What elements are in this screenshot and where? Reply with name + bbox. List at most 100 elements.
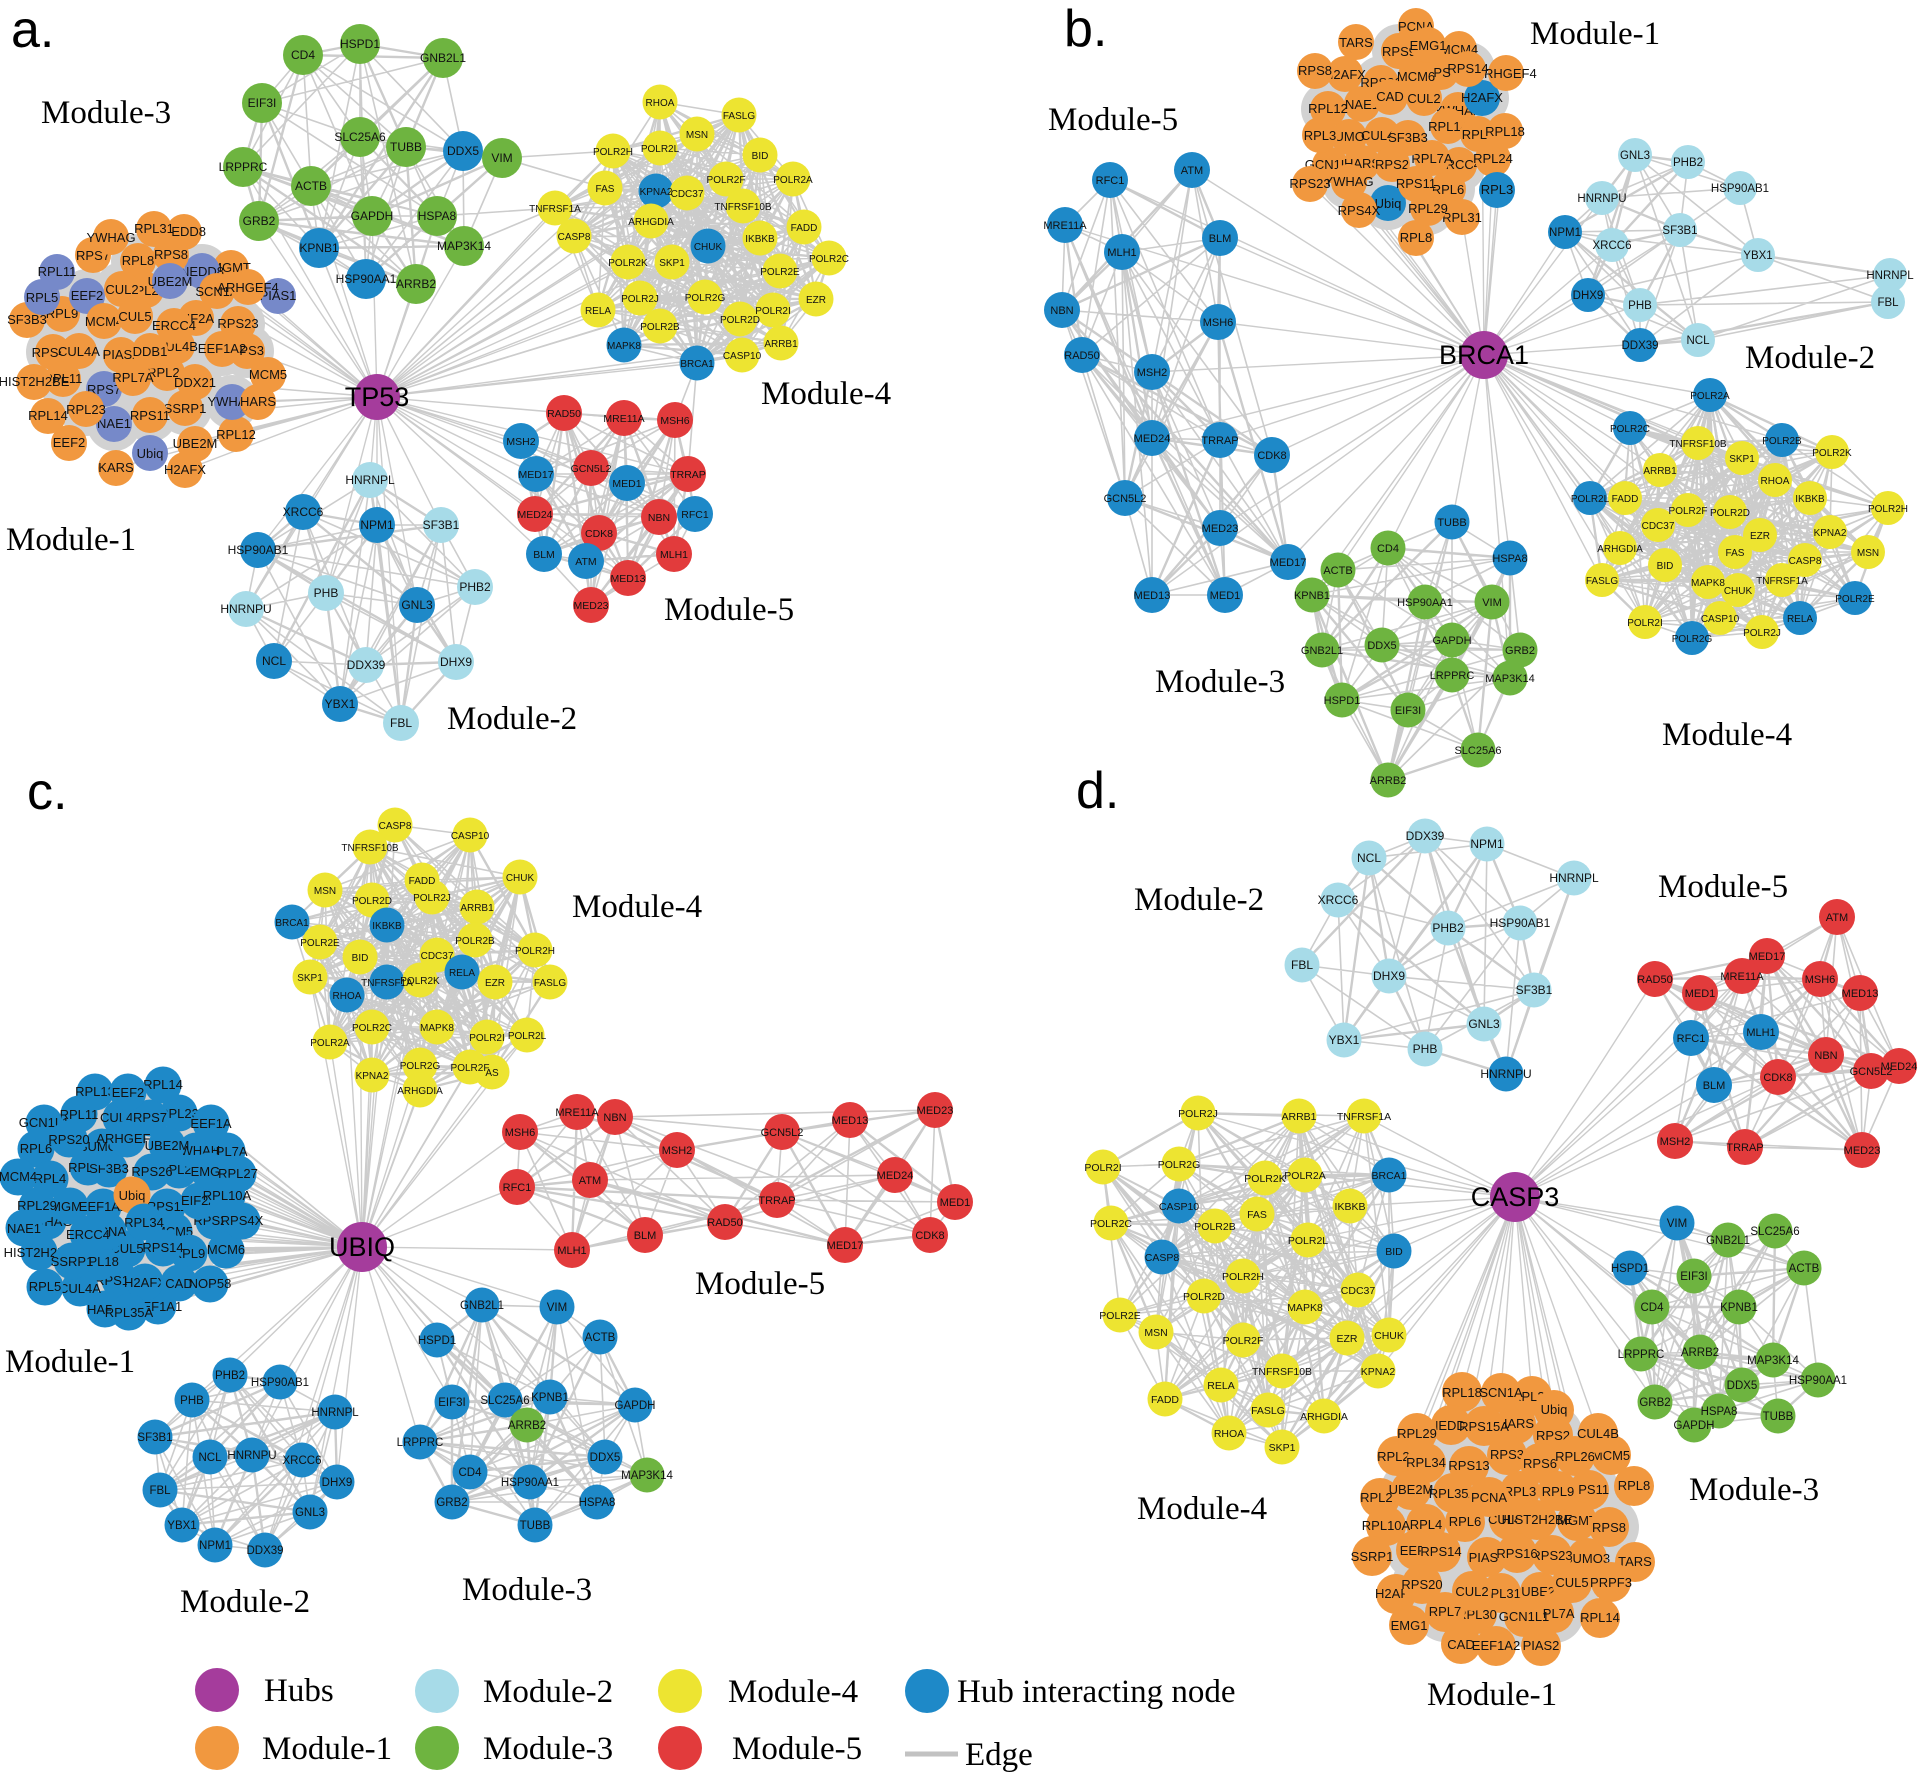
- svg-text:POLR2G: POLR2G: [685, 293, 726, 304]
- svg-text:Module-2: Module-2: [1134, 882, 1264, 918]
- svg-text:FADD: FADD: [791, 223, 818, 234]
- svg-text:POLR2G: POLR2G: [1672, 634, 1713, 645]
- svg-text:Module-4: Module-4: [1662, 717, 1792, 753]
- svg-text:MED23: MED23: [917, 1105, 954, 1117]
- svg-text:RPS8: RPS8: [1298, 63, 1332, 78]
- svg-text:RPL29: RPL29: [1397, 1426, 1437, 1441]
- svg-text:Ubiq: Ubiq: [1375, 196, 1402, 211]
- svg-text:a.: a.: [11, 1, 54, 59]
- svg-text:POLR2D: POLR2D: [1183, 1291, 1225, 1303]
- svg-text:RPL35A: RPL35A: [1429, 1486, 1478, 1501]
- svg-text:RPL5: RPL5: [29, 1279, 62, 1294]
- svg-text:YWHAG: YWHAG: [1324, 174, 1373, 189]
- svg-text:MSN: MSN: [314, 886, 336, 897]
- svg-text:POLR2B: POLR2B: [455, 936, 495, 947]
- svg-text:MAP3K14: MAP3K14: [1747, 1355, 1799, 1367]
- svg-text:NPM1: NPM1: [360, 518, 394, 532]
- svg-text:DHX9: DHX9: [322, 1477, 353, 1489]
- svg-text:MCM6: MCM6: [1397, 69, 1435, 84]
- svg-text:DDX39: DDX39: [347, 658, 386, 672]
- svg-text:DHX9: DHX9: [1573, 290, 1604, 302]
- svg-text:MAPK8: MAPK8: [420, 1023, 454, 1034]
- svg-text:BRCA1: BRCA1: [1439, 340, 1529, 370]
- svg-text:DHX9: DHX9: [440, 655, 472, 669]
- svg-text:RPS3: RPS3: [1490, 1447, 1524, 1462]
- svg-text:Edge: Edge: [965, 1737, 1033, 1773]
- svg-text:HSPA8: HSPA8: [579, 1497, 616, 1509]
- svg-text:HSPA8: HSPA8: [1701, 1406, 1738, 1418]
- svg-text:NPM1: NPM1: [1549, 227, 1581, 239]
- svg-text:KPNB1: KPNB1: [1720, 1302, 1758, 1314]
- svg-text:FBL: FBL: [1877, 297, 1899, 309]
- svg-text:SUMO3: SUMO3: [1564, 1551, 1610, 1566]
- svg-text:GRB2: GRB2: [1505, 645, 1535, 657]
- svg-text:GCN5L2: GCN5L2: [1850, 1066, 1893, 1078]
- svg-text:Module-4: Module-4: [761, 376, 891, 412]
- svg-text:CHUK: CHUK: [1374, 1330, 1404, 1342]
- svg-text:RPS2: RPS2: [1375, 157, 1409, 172]
- svg-text:SLC25A6: SLC25A6: [1750, 1226, 1799, 1238]
- svg-text:RPL14: RPL14: [28, 408, 68, 423]
- svg-text:CDK8: CDK8: [1763, 1072, 1792, 1084]
- svg-text:RPL8: RPL8: [1400, 230, 1433, 245]
- svg-text:RPL29: RPL29: [1408, 201, 1448, 216]
- svg-text:HARS: HARS: [240, 394, 276, 409]
- svg-text:Module-5: Module-5: [732, 1731, 862, 1767]
- svg-text:KPNB1: KPNB1: [1294, 590, 1330, 602]
- svg-text:FASLG: FASLG: [723, 111, 755, 122]
- svg-text:RHOA: RHOA: [646, 98, 675, 109]
- svg-text:POLR2K: POLR2K: [608, 258, 648, 269]
- svg-text:BLM: BLM: [634, 1230, 657, 1242]
- svg-text:EIF3I: EIF3I: [1680, 1271, 1707, 1283]
- svg-text:NPM1: NPM1: [199, 1540, 231, 1552]
- svg-text:YBX1: YBX1: [1743, 250, 1772, 262]
- svg-text:EZR: EZR: [485, 978, 505, 989]
- svg-text:RPL27: RPL27: [218, 1166, 258, 1181]
- svg-text:MED24: MED24: [1881, 1061, 1918, 1073]
- svg-text:FBL: FBL: [390, 716, 412, 730]
- svg-text:RPS16: RPS16: [1496, 1546, 1537, 1561]
- svg-text:MED24: MED24: [877, 1170, 914, 1182]
- svg-text:c.: c.: [27, 763, 67, 821]
- svg-text:POLR2C: POLR2C: [352, 1023, 392, 1034]
- svg-text:RFC1: RFC1: [1677, 1033, 1706, 1045]
- svg-text:POLR2I: POLR2I: [1627, 618, 1663, 629]
- svg-text:TNFRSF1A: TNFRSF1A: [1756, 576, 1808, 587]
- svg-text:Module-2: Module-2: [483, 1674, 613, 1710]
- svg-text:NCL: NCL: [198, 1452, 222, 1464]
- svg-text:RFC1: RFC1: [681, 509, 709, 521]
- svg-text:POLR2D: POLR2D: [1710, 508, 1750, 519]
- svg-text:RPL31: RPL31: [134, 221, 174, 236]
- svg-text:GCN5L2: GCN5L2: [761, 1127, 804, 1139]
- svg-text:FADD: FADD: [1151, 1394, 1179, 1406]
- svg-text:PRPF3: PRPF3: [1590, 1575, 1632, 1590]
- svg-text:RPS14: RPS14: [1420, 1544, 1461, 1559]
- svg-text:POLR2L: POLR2L: [1571, 494, 1610, 505]
- svg-text:RPL26: RPL26: [1555, 1449, 1595, 1464]
- svg-text:MRE11A: MRE11A: [555, 1107, 599, 1119]
- svg-text:RPL10A: RPL10A: [203, 1188, 252, 1203]
- svg-text:SLC25A6: SLC25A6: [480, 1395, 529, 1407]
- svg-text:H2AFX: H2AFX: [124, 1275, 166, 1290]
- svg-text:POLR2C: POLR2C: [1610, 424, 1650, 435]
- svg-text:RPL23: RPL23: [159, 1106, 199, 1121]
- svg-text:FASLG: FASLG: [1251, 1405, 1285, 1417]
- svg-text:MED13: MED13: [1842, 988, 1879, 1000]
- svg-text:RPL24: RPL24: [1473, 151, 1513, 166]
- svg-text:CUL5: CUL5: [1555, 1575, 1588, 1590]
- svg-text:GCN5L2: GCN5L2: [571, 463, 612, 475]
- svg-text:FBL: FBL: [1291, 958, 1313, 972]
- svg-text:MLH1: MLH1: [1107, 247, 1136, 259]
- svg-text:Ubiq: Ubiq: [137, 446, 164, 461]
- svg-text:H2AFX: H2AFX: [1324, 67, 1366, 82]
- svg-text:MLH1: MLH1: [660, 549, 688, 561]
- svg-text:RPL8: RPL8: [122, 253, 155, 268]
- svg-text:RPS7: RPS7: [87, 382, 121, 397]
- svg-text:GAPDH: GAPDH: [351, 209, 394, 223]
- svg-text:GNL3: GNL3: [401, 598, 433, 612]
- svg-text:UBIQ: UBIQ: [329, 1232, 395, 1262]
- svg-text:ARHGEF4: ARHGEF4: [217, 280, 278, 295]
- svg-text:RPL14: RPL14: [143, 1077, 183, 1092]
- svg-text:DHX9: DHX9: [1373, 969, 1405, 983]
- svg-text:EEF1A2: EEF1A2: [198, 341, 246, 356]
